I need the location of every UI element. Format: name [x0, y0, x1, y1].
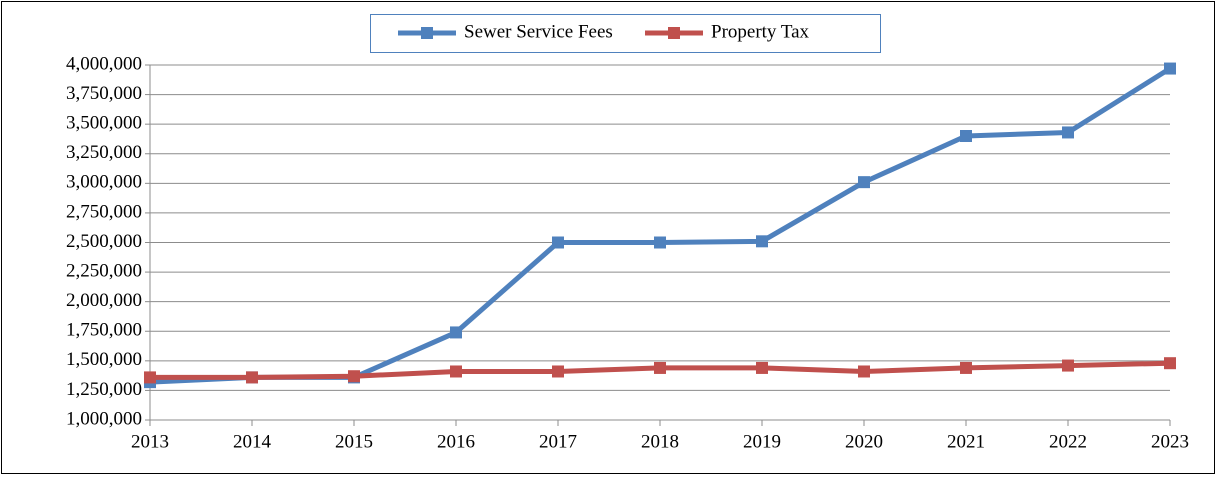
legend-label: Property Tax: [711, 21, 810, 42]
marker: [1164, 62, 1176, 75]
marker: [858, 176, 870, 189]
y-tick-label: 3,500,000: [66, 113, 142, 134]
legend-marker: [668, 27, 680, 39]
marker: [450, 365, 462, 378]
x-tick-label: 2023: [1151, 431, 1189, 452]
marker: [654, 236, 666, 249]
marker: [1164, 357, 1176, 370]
marker: [348, 370, 360, 383]
legend-marker: [421, 27, 433, 39]
y-tick-label: 3,000,000: [66, 172, 142, 193]
legend-label: Sewer Service Fees: [464, 21, 613, 42]
marker: [1062, 359, 1074, 372]
marker: [1062, 126, 1074, 139]
marker: [756, 235, 768, 248]
x-tick-label: 2014: [233, 431, 272, 452]
x-tick-label: 2016: [437, 431, 475, 452]
marker: [552, 236, 564, 249]
y-tick-label: 1,250,000: [66, 379, 142, 400]
marker: [756, 361, 768, 374]
marker: [450, 326, 462, 339]
y-tick-label: 2,500,000: [66, 231, 142, 252]
marker: [858, 365, 870, 378]
x-tick-label: 2013: [131, 431, 169, 452]
marker: [552, 365, 564, 378]
x-tick-label: 2020: [845, 431, 883, 452]
marker: [654, 361, 666, 374]
y-tick-label: 4,000,000: [66, 53, 142, 74]
marker: [960, 361, 972, 374]
x-tick-label: 2017: [539, 431, 577, 452]
y-tick-label: 1,750,000: [66, 320, 142, 341]
y-tick-label: 2,750,000: [66, 201, 142, 222]
y-tick-label: 2,000,000: [66, 290, 142, 311]
y-tick-label: 3,250,000: [66, 142, 142, 163]
x-tick-label: 2018: [641, 431, 679, 452]
marker: [246, 371, 258, 384]
y-tick-label: 2,250,000: [66, 260, 142, 281]
x-tick-label: 2021: [947, 431, 985, 452]
x-tick-label: 2015: [335, 431, 373, 452]
y-tick-label: 3,750,000: [66, 83, 142, 104]
x-tick-label: 2022: [1049, 431, 1087, 452]
x-tick-label: 2019: [743, 431, 781, 452]
marker: [960, 130, 972, 142]
y-tick-label: 1,500,000: [66, 349, 142, 370]
y-tick-label: 1,000,000: [66, 408, 142, 429]
marker: [144, 371, 156, 384]
